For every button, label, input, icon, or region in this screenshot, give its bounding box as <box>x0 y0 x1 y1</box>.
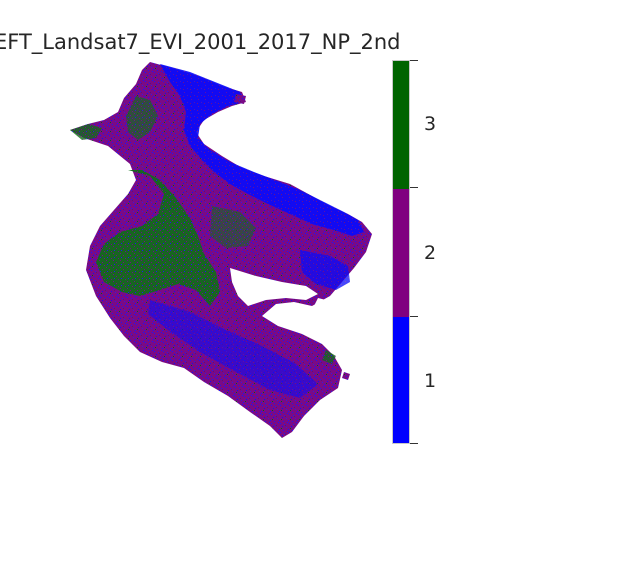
region-class-3-center <box>210 206 256 248</box>
colorbar-tick <box>410 443 418 444</box>
colorbar-tick <box>410 316 418 317</box>
inlet-bay <box>314 298 334 310</box>
island-east <box>342 372 350 380</box>
landmass-class-2 <box>70 62 372 438</box>
colorbar-label-1: 1 <box>424 370 437 392</box>
colorbar-tick <box>410 60 418 61</box>
colorbar-tick <box>410 187 418 188</box>
inlet <box>230 268 318 306</box>
colorbar-segment-3 <box>393 61 409 189</box>
region-class-1-east-coast <box>300 250 350 290</box>
region-class-1-northeast <box>160 64 364 236</box>
region-class-3-nw-spit <box>70 124 102 140</box>
region-class-1-south <box>148 300 318 398</box>
region-class-3-north <box>126 96 158 140</box>
figure-title: EFT_Landsat7_EVI_2001_2017_NP_2nd <box>0 30 401 54</box>
colorbar-segment-2 <box>393 189 409 317</box>
colorbar-label-2: 2 <box>424 242 437 264</box>
island-north <box>234 94 246 104</box>
colorbar <box>392 60 410 444</box>
region-class-3-east-tip <box>322 350 336 364</box>
region-class-3-west <box>96 170 220 306</box>
colorbar-segment-1 <box>393 317 409 443</box>
colorbar-label-3: 3 <box>424 113 437 135</box>
